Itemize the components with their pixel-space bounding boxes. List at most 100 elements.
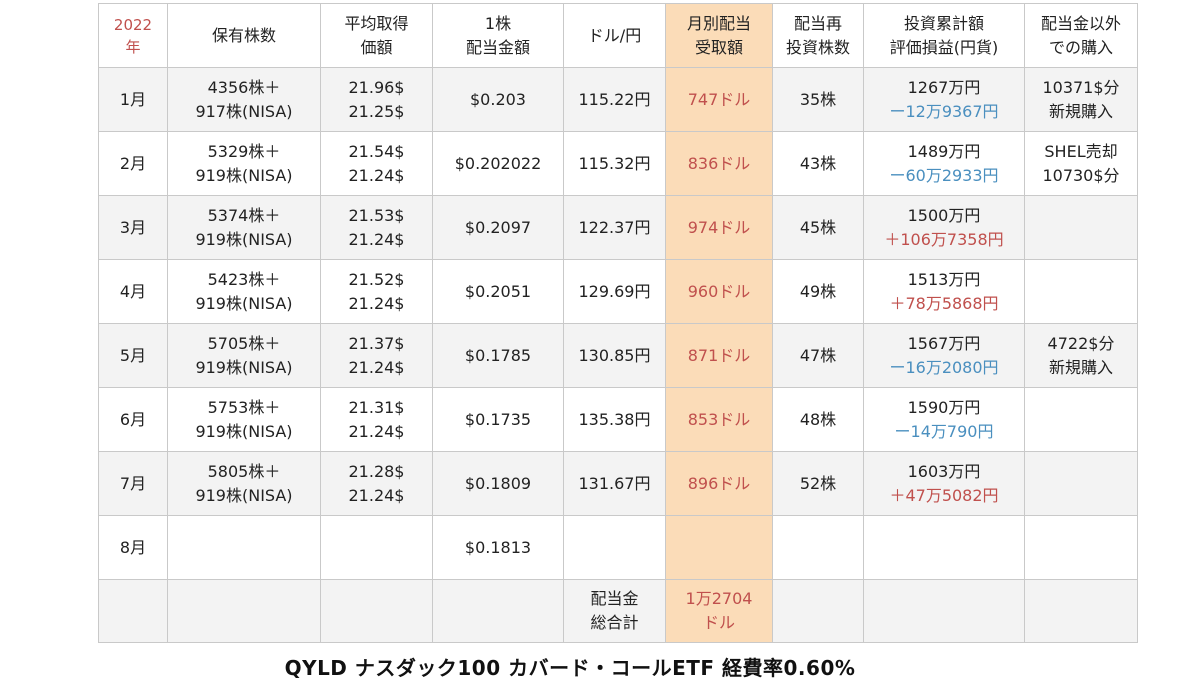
dividend-per-share-value: $0.1785 — [464, 345, 532, 365]
profit-loss-value: ー12万9367円 — [889, 101, 999, 121]
shares-line: 5705株＋ — [207, 333, 281, 353]
dividend-per-share-cell: $0.1735 — [432, 387, 564, 452]
other-purchase-line: 新規購入 — [1048, 101, 1113, 121]
fx-value: 131.67円 — [578, 473, 651, 493]
other-purchase-line: 10371$分 — [1042, 77, 1120, 97]
avg-price-cell: 21.96$ 21.25$ — [320, 67, 433, 132]
header-text: 月別配当 — [686, 13, 751, 33]
other-purchase-header: 配当金以外 での購入 — [1024, 3, 1138, 68]
empty-cell — [167, 579, 321, 643]
shares-line: 919株(NISA) — [195, 293, 293, 313]
shares-cell: 5329株＋ 919株(NISA) — [167, 131, 321, 196]
other-purchase-cell — [1024, 451, 1138, 516]
header-text: 配当金以外 — [1040, 13, 1121, 33]
monthly-received-cell: 747ドル — [665, 67, 773, 132]
empty-cell — [863, 579, 1025, 643]
avg-price-line: 21.28$ — [348, 461, 405, 481]
reinvest-value: 45株 — [799, 217, 837, 237]
month-cell: 4月 — [98, 259, 168, 324]
shares-cell — [167, 515, 321, 580]
monthly-received-header: 月別配当 受取額 — [665, 3, 773, 68]
fx-cell: 122.37円 — [563, 195, 666, 260]
monthly-received-value: 747ドル — [687, 89, 751, 109]
avg-price-cell: 21.31$ 21.24$ — [320, 387, 433, 452]
other-purchase-cell — [1024, 259, 1138, 324]
header-row: 2022 年 保有株数 平均取得 価額 1株 配当金額 ドル/円 月別配当 受取… — [98, 3, 1138, 68]
month-label: 7月 — [119, 473, 147, 493]
fx-value: 135.38円 — [578, 409, 651, 429]
total-row: 配当金 総合計 1万2704 ドル — [98, 579, 1138, 643]
fx-header: ドル/円 — [563, 3, 666, 68]
investment-total-cell — [863, 515, 1025, 580]
reinvest-cell: 43株 — [772, 131, 864, 196]
fx-cell: 135.38円 — [563, 387, 666, 452]
fx-value: 122.37円 — [578, 217, 651, 237]
other-purchase-cell: 10371$分 新規購入 — [1024, 67, 1138, 132]
caption-title: QYLD ナスダック100 カバード・コールETF 経費率0.60% — [284, 656, 856, 680]
table-row: 4月 5423株＋ 919株(NISA) 21.52$ 21.24$ $0.2051 129… — [98, 259, 1138, 324]
avg-price-cell: 21.37$ 21.24$ — [320, 323, 433, 388]
total-label-line: 配当金 — [590, 589, 639, 608]
investment-total-value: 1267万円 — [907, 77, 981, 97]
dividend-per-share-value: $0.2051 — [464, 281, 532, 301]
avg-price-line: 21.96$ — [348, 77, 405, 97]
profit-loss-value: ー16万2080円 — [889, 357, 999, 377]
header-text: 評価損益(円貨) — [889, 37, 999, 57]
table-row: 3月 5374株＋ 919株(NISA) 21.53$ 21.24$ $0.2097 122… — [98, 195, 1138, 260]
dividend-per-share-cell: $0.2051 — [432, 259, 564, 324]
reinvest-cell: 52株 — [772, 451, 864, 516]
avg-price-line: 21.24$ — [348, 229, 405, 249]
header-text: での購入 — [1048, 37, 1113, 57]
avg-price-line: 21.37$ — [348, 333, 405, 353]
shares-cell: 5705株＋ 919株(NISA) — [167, 323, 321, 388]
monthly-received-value: 836ドル — [687, 153, 751, 173]
month-label: 4月 — [119, 281, 147, 301]
reinvest-value: 52株 — [799, 473, 837, 493]
reinvest-cell — [772, 515, 864, 580]
monthly-received-cell: 974ドル — [665, 195, 773, 260]
table-row: 5月 5705株＋ 919株(NISA) 21.37$ 21.24$ $0.1785 130… — [98, 323, 1138, 388]
table-row: 8月 $0.1813 — [98, 515, 1138, 580]
shares-header: 保有株数 — [167, 3, 321, 68]
investment-total-value: 1590万円 — [907, 397, 981, 417]
monthly-received-cell: 853ドル — [665, 387, 773, 452]
shares-line: 919株(NISA) — [195, 421, 293, 441]
empty-cell — [98, 579, 168, 643]
month-label: 8月 — [119, 537, 147, 557]
avg-price-line: 21.31$ — [348, 397, 405, 417]
monthly-received-value: 896ドル — [687, 473, 751, 493]
investment-total-cell: 1489万円 ー60万2933円 — [863, 131, 1025, 196]
reinvest-value: 48株 — [799, 409, 837, 429]
month-label: 3月 — [119, 217, 147, 237]
shares-line: 919株(NISA) — [195, 485, 293, 505]
profit-loss-value: ー60万2933円 — [889, 165, 999, 185]
year-header: 2022 年 — [98, 3, 168, 68]
reinvest-header: 配当再 投資株数 — [772, 3, 864, 68]
dividend-table: 2022 年 保有株数 平均取得 価額 1株 配当金額 ドル/円 月別配当 受取… — [98, 3, 1138, 643]
profit-loss-value: ＋47万5082円 — [889, 485, 999, 505]
avg-price-cell: 21.28$ 21.24$ — [320, 451, 433, 516]
fx-cell: 130.85円 — [563, 323, 666, 388]
dividend-per-share-cell: $0.1813 — [432, 515, 564, 580]
total-label: 配当金 総合計 — [563, 579, 666, 643]
shares-cell: 4356株＋ 917株(NISA) — [167, 67, 321, 132]
reinvest-cell: 47株 — [772, 323, 864, 388]
empty-cell — [320, 579, 433, 643]
other-purchase-cell — [1024, 387, 1138, 452]
total-value-line: 1万2704 — [685, 589, 753, 608]
fx-value: 130.85円 — [578, 345, 651, 365]
avg-price-cell: 21.54$ 21.24$ — [320, 131, 433, 196]
fx-cell: 131.67円 — [563, 451, 666, 516]
investment-total-value: 1489万円 — [907, 141, 981, 161]
header-text: 配当再 — [793, 13, 842, 33]
table-row: 6月 5753株＋ 919株(NISA) 21.31$ 21.24$ $0.1735 135… — [98, 387, 1138, 452]
shares-line: 919株(NISA) — [195, 229, 293, 249]
year-label: 2022 — [113, 15, 153, 34]
dividend-per-share-value: $0.203 — [470, 89, 526, 109]
month-label: 1月 — [119, 89, 147, 109]
shares-line: 5329株＋ — [207, 141, 281, 161]
investment-total-cell: 1267万円 ー12万9367円 — [863, 67, 1025, 132]
header-text: 配当金額 — [465, 37, 530, 57]
shares-line: 919株(NISA) — [195, 357, 293, 377]
reinvest-value: 43株 — [799, 153, 837, 173]
